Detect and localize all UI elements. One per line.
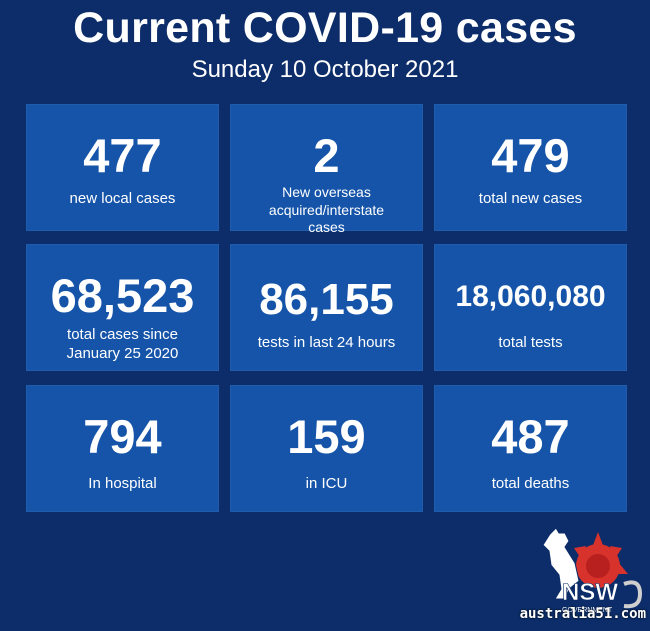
stat-label: total tests <box>498 334 563 351</box>
stat-card-total-tests: 18,060,080 total tests <box>434 244 627 371</box>
stat-value: 18,060,080 <box>455 280 606 313</box>
nsw-government-logo: NSW GOVERNMENT <box>532 522 650 626</box>
stat-value: 477 <box>83 129 162 182</box>
stat-value: 159 <box>287 410 366 463</box>
stat-label: in ICU <box>305 475 348 492</box>
stat-label: New overseas acquired/interstate cases <box>268 184 385 235</box>
stat-label: total deaths <box>491 475 570 492</box>
stat-value: 479 <box>491 129 570 182</box>
page-title: Current COVID-19 cases <box>73 4 577 52</box>
stat-card-tests-24h: 86,155 tests in last 24 hours <box>230 244 423 371</box>
stat-label: total new cases <box>478 190 583 207</box>
svg-text:NSW: NSW <box>562 579 618 606</box>
stat-label: total cases since January 25 2020 <box>66 326 179 362</box>
report-date: Sunday 10 October 2021 <box>191 56 459 83</box>
stat-value: 794 <box>83 410 162 463</box>
stat-label: new local cases <box>69 190 176 207</box>
stat-card-overseas-cases: 2 New overseas acquired/interstate cases <box>230 104 423 235</box>
stat-value: 487 <box>491 410 570 463</box>
watermark: australia51.com <box>519 606 646 622</box>
stat-card-total-cases: 68,523 total cases since January 25 2020 <box>26 244 219 371</box>
stat-value: 68,523 <box>50 269 195 322</box>
stat-value: 86,155 <box>259 275 394 324</box>
stat-card-total-new-cases: 479 total new cases <box>434 104 627 231</box>
kangaroo-icon <box>542 527 580 600</box>
stat-card-new-local-cases: 477 new local cases <box>26 104 219 231</box>
stat-label: In hospital <box>88 475 157 492</box>
stat-card-in-icu: 159 in ICU <box>230 385 423 512</box>
stat-value: 2 <box>313 129 340 182</box>
stat-label: tests in last 24 hours <box>257 334 396 351</box>
stat-card-in-hospital: 794 In hospital <box>26 385 219 512</box>
svg-text:GOVERNMENT: GOVERNMENT <box>562 607 613 614</box>
stat-card-total-deaths: 487 total deaths <box>434 385 627 512</box>
